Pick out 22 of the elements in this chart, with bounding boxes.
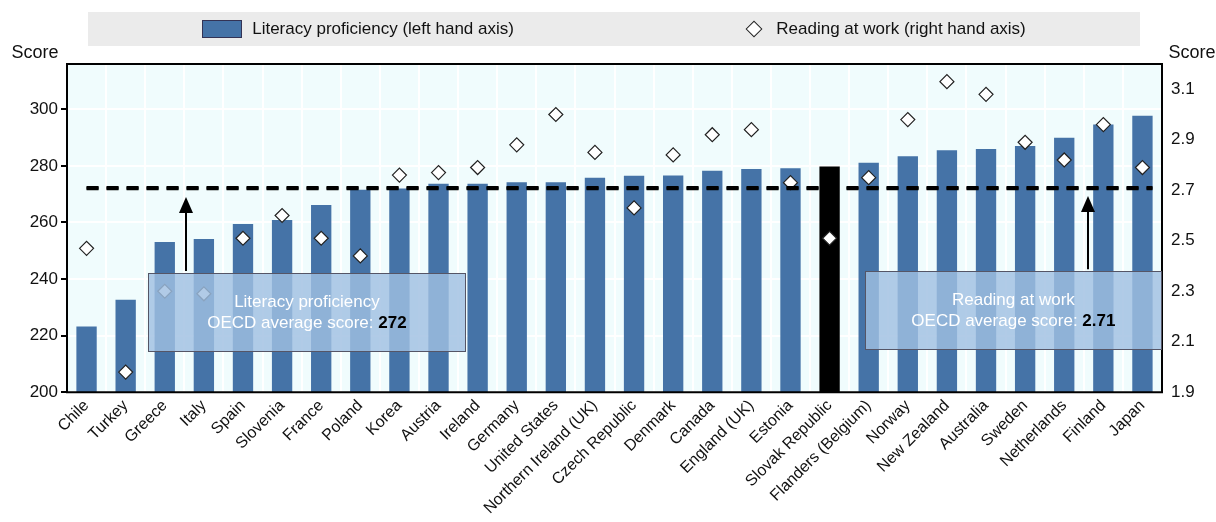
x-tick-label: Italy [176, 396, 210, 430]
annotation: Literacy proficiency OECD average score: 272 [206, 291, 408, 334]
callout-box: Reading at work OECD average score: 2.71 [864, 270, 1162, 350]
y-tick-label: 200 [29, 381, 58, 401]
y2-tick-label: 2.9 [1171, 129, 1195, 149]
y-tick-label: 220 [29, 325, 58, 345]
callout-box: Literacy proficiency OECD average score: 272 [147, 272, 466, 353]
y-tick-label: 280 [29, 155, 58, 175]
y-tick-label: 300 [29, 98, 58, 118]
y2-tick-label: 2.1 [1171, 331, 1195, 351]
y2-tick-label: 2.7 [1171, 179, 1195, 199]
y2-axis-title: Score [1168, 41, 1216, 62]
y-tick-label: 260 [29, 212, 58, 232]
y2-tick-label: 2.5 [1171, 230, 1195, 250]
y2-tick-label: 2.3 [1171, 280, 1195, 300]
y2-tick-label: 3.1 [1171, 78, 1195, 98]
legend-label: Reading at work (right hand axis) [776, 19, 1026, 39]
y-axis-title: Score [11, 41, 59, 62]
y2-tick-label: 1.9 [1171, 381, 1195, 401]
legend-label: Literacy proficiency (left hand axis) [252, 19, 514, 39]
y-tick-label: 240 [29, 268, 58, 288]
annotation: Reading at work OECD average score: 2.71 [910, 289, 1117, 332]
